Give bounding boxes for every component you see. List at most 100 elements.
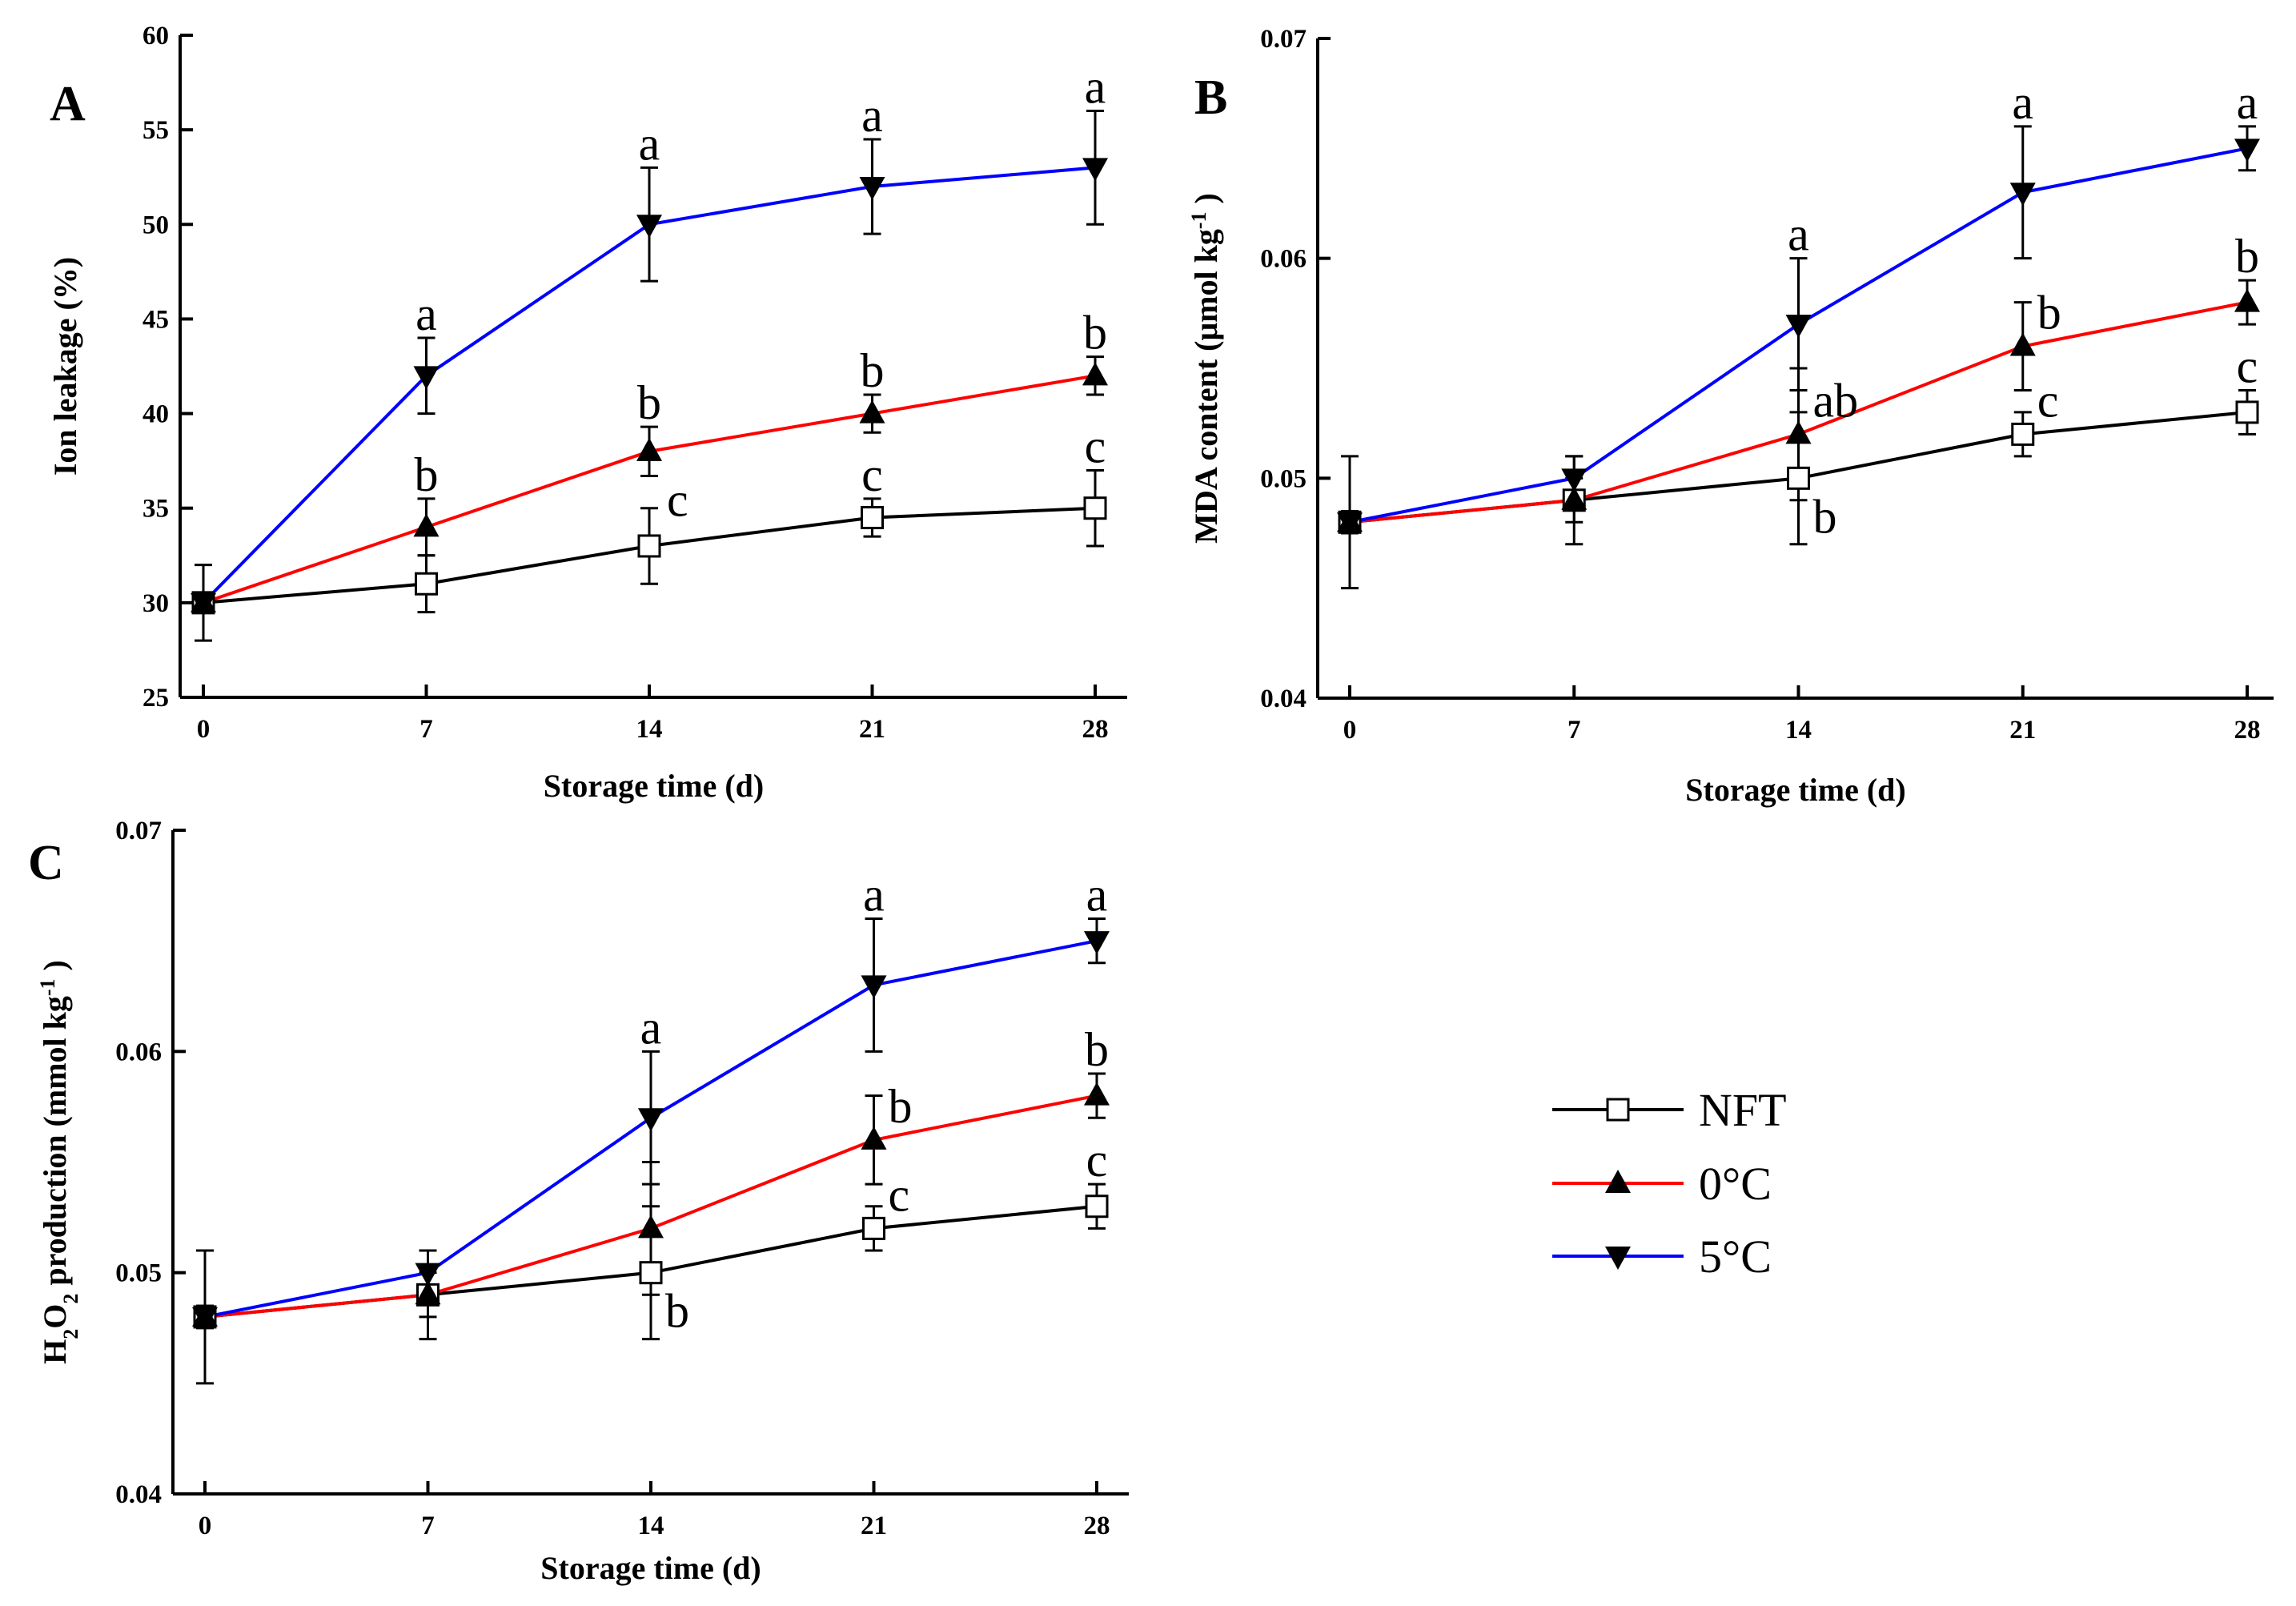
y-tick-label: 0.06	[115, 1038, 162, 1066]
y-tick-label: 0.07	[1260, 25, 1307, 54]
legend: NFT 0°C 5°C	[1552, 1084, 1787, 1283]
x-tick-label: 0	[197, 715, 211, 744]
legend-item-NFT: NFT	[1552, 1084, 1787, 1136]
significance-letter: a	[1085, 61, 1106, 114]
marker-triangle-down	[1785, 315, 1812, 339]
significance-letter: a	[863, 869, 885, 921]
significance-letter: a	[2012, 76, 2033, 129]
marker-triangle-up	[861, 1126, 887, 1150]
marker-square	[1083, 496, 1107, 520]
marker-triangle-down	[1337, 512, 1363, 536]
legend-label: 5°C	[1699, 1231, 1772, 1283]
x-tick-label: 7	[421, 1512, 435, 1540]
y-tick-label: 0.04	[115, 1480, 162, 1509]
legend-label: NFT	[1699, 1084, 1787, 1136]
significance-letter: a	[1086, 869, 1108, 921]
y-axis-title: MDA content (μmol kg-1 )	[1187, 193, 1225, 544]
y-axis-title-part: Ion leakage (%)	[47, 257, 83, 476]
significance-letter: b	[2235, 230, 2259, 283]
x-axis-title: Storage time (d)	[540, 1550, 761, 1586]
marker-triangle-up	[2234, 288, 2260, 312]
marker-triangle-up	[1785, 420, 1812, 444]
x-tick-label: 21	[861, 1512, 887, 1540]
marker-triangle-up	[1082, 362, 1108, 386]
x-tick-label: 14	[1785, 716, 1812, 745]
marker-square	[639, 1261, 663, 1285]
x-tick-label: 28	[1082, 715, 1109, 744]
y-tick-label: 55	[142, 116, 169, 145]
panel-C: 0.04 0.05 0.06 0.07 0 7 14 21 28 Storage time (d)…	[28, 817, 1129, 1586]
marker-square	[1085, 1194, 1109, 1219]
y-tick-label: 25	[142, 684, 169, 713]
significance-letter: b	[889, 1080, 913, 1133]
y-axis-title-end: )	[1188, 193, 1224, 211]
x-tick-label: 28	[2234, 716, 2261, 745]
marker-triangle-up	[1605, 1170, 1631, 1193]
x-tick-label: 21	[2009, 716, 2036, 745]
x-tick-label: 14	[636, 715, 663, 744]
y-tick-label: 50	[142, 211, 169, 239]
y-tick-label: 40	[142, 400, 169, 429]
significance-letter: a	[640, 1001, 662, 1054]
significance-letter: a	[2237, 76, 2258, 129]
significance-letter: c	[667, 474, 688, 527]
x-tick-label: 7	[419, 715, 433, 744]
y-tick-label: 0.04	[1260, 685, 1307, 713]
significance-letter: b	[861, 344, 885, 397]
marker-square	[1787, 466, 1810, 490]
legend-item-0°C: 0°C	[1552, 1158, 1772, 1210]
significance-letter: b	[1813, 490, 1837, 543]
significance-letter: c	[2037, 374, 2059, 427]
marker-triangle-down	[859, 177, 885, 201]
y-axis-title-part: O	[37, 1304, 73, 1329]
y-tick-label: 0.05	[115, 1259, 162, 1288]
y-tick-label: 30	[142, 589, 169, 618]
significance-letter: a	[1788, 208, 1809, 261]
x-tick-label: 7	[1567, 716, 1581, 745]
panel-label: B	[1194, 70, 1227, 125]
y-tick-label: 35	[142, 495, 169, 524]
y-tick-label: 45	[142, 305, 169, 334]
significance-letter: c	[889, 1168, 910, 1221]
significance-letter: b	[665, 1285, 689, 1338]
significance-letter: c	[2237, 339, 2258, 392]
y-tick-label: 0.07	[115, 817, 162, 845]
significance-letter: a	[861, 89, 883, 142]
y-axis-title-part: 2	[59, 1294, 82, 1304]
marker-triangle-up	[1084, 1082, 1110, 1106]
marker-triangle-down	[1561, 468, 1588, 492]
significance-letter: c	[861, 448, 883, 501]
significance-letter: b	[1085, 1023, 1109, 1076]
significance-letter: ab	[1813, 374, 1859, 427]
y-tick-label: 60	[142, 22, 169, 50]
significance-letter: c	[1086, 1134, 1108, 1186]
legend-item-5°C: 5°C	[1552, 1231, 1772, 1283]
marker-triangle-down	[192, 1307, 218, 1331]
y-axis-title-sup: -1	[1187, 212, 1210, 230]
marker-square	[861, 506, 884, 530]
significance-letter: b	[2037, 287, 2061, 339]
marker-triangle-down	[1605, 1247, 1631, 1270]
marker-triangle-down	[861, 975, 887, 999]
marker-triangle-up	[638, 1215, 664, 1239]
marker-square	[1606, 1098, 1630, 1122]
y-axis-title: H2O2 production (mmol kg-1 )	[36, 960, 82, 1364]
y-axis-title-part: 2	[59, 1329, 82, 1339]
y-axis-title-part: MDA content (μmol kg	[1188, 229, 1224, 544]
panel-label: C	[28, 836, 64, 890]
y-axis-title-end: )	[37, 960, 73, 978]
marker-triangle-down	[191, 592, 216, 616]
marker-triangle-up	[636, 437, 662, 461]
y-tick-label: 0.05	[1260, 464, 1307, 493]
x-tick-label: 14	[638, 1512, 664, 1540]
significance-letter: a	[415, 287, 437, 340]
marker-triangle-up	[415, 1281, 441, 1305]
significance-letter: b	[1083, 307, 1107, 359]
marker-square	[2011, 422, 2035, 446]
y-axis-title-part: H	[37, 1339, 73, 1364]
marker-triangle-down	[638, 1108, 664, 1132]
panel-B: 0.04 0.05 0.06 0.07 0 7 14 21 28 Storage time (d)…	[1187, 25, 2274, 808]
marker-triangle-down	[413, 366, 440, 390]
legend-label: 0°C	[1699, 1158, 1772, 1210]
